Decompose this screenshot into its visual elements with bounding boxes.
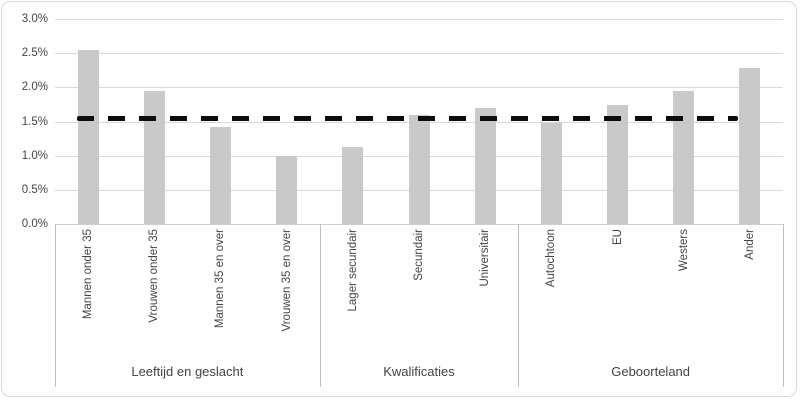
bar-vrouwen-35-en-over [276,155,298,224]
group-divider [55,224,56,387]
y-tick-label: 0.5% [21,183,48,196]
bar-secundair [408,114,430,224]
category-label: Universitair [479,229,492,287]
bar-ander [739,68,761,224]
category-label: Vrouwen 35 en over [280,229,293,332]
bar-autochtoon [540,122,562,224]
group-divider [783,224,784,387]
bar-vrouwen-onder-35 [143,90,165,224]
x-axis-line [55,224,783,225]
category-label: Mannen 35 en over [214,229,227,329]
category-label: Autochtoon [545,229,558,288]
gridline [55,87,783,89]
group-label-geboorteland: Geboorteland [611,364,691,379]
category-label: Mannen onder 35 [82,229,95,320]
reference-line-dashed [77,115,738,121]
y-tick-label: 1.0% [21,149,48,162]
category-label: Ander [743,229,756,260]
bar-westers [673,90,695,224]
category-label: Vrouwen onder 35 [148,229,161,323]
category-label: Lager secundair [346,229,359,312]
category-label: Secundair [413,229,425,281]
gridline [55,19,783,20]
bar-lager-secundair [342,146,364,224]
bar-universitair [474,107,496,224]
group-divider [319,224,321,387]
y-tick-label: 2.0% [21,81,48,94]
y-tick-label: 0.0% [21,218,48,230]
y-tick-label: 1.5% [21,115,48,128]
bar-eu [607,105,629,224]
gridline [55,53,783,55]
y-tick-label: 3.0% [21,13,48,25]
group-divider [518,224,520,387]
group-label-leeftijd-en-geslacht: Leeftijd en geslacht [131,364,244,379]
category-label: Westers [677,229,690,271]
bar-mannen-onder-35 [77,49,99,224]
y-tick-label: 2.5% [21,47,48,60]
bar-mannen-35-en-over [209,126,231,224]
category-label: EU [611,229,624,245]
group-label-kwalificaties: Kwalificaties [383,364,455,379]
